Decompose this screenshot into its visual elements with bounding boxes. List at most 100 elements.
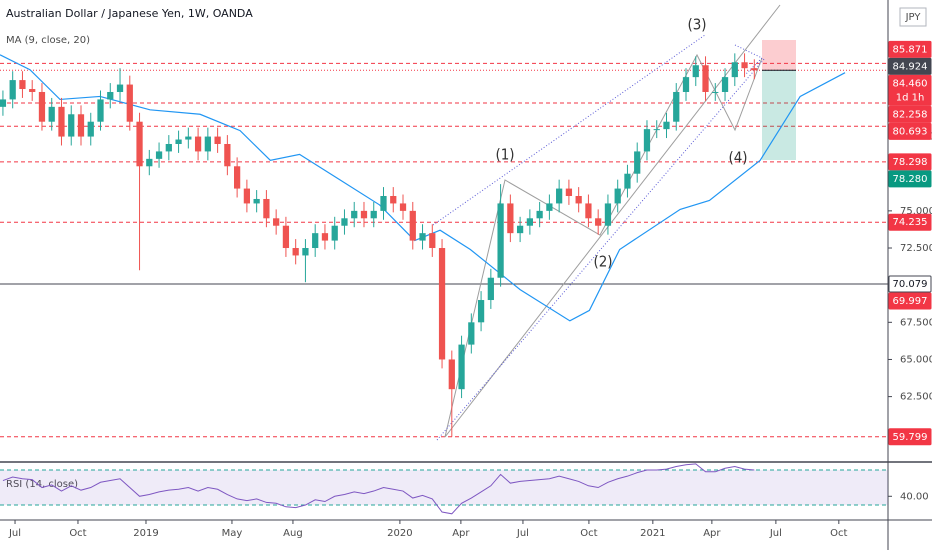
- candle-body: [731, 62, 738, 78]
- price-label: 59.799: [893, 432, 928, 443]
- candle-body: [9, 80, 16, 100]
- candle-body: [458, 344, 465, 390]
- price-label: 84.924: [893, 61, 928, 72]
- candle-body: [487, 277, 494, 301]
- price-label: 74.235: [893, 217, 928, 228]
- wedge: [734, 44, 763, 76]
- candle-body: [673, 91, 680, 122]
- candle-body: [321, 233, 329, 241]
- candle-body: [653, 129, 660, 131]
- candle-body: [214, 136, 221, 144]
- candle-body: [263, 198, 270, 219]
- candle-body: [273, 218, 280, 226]
- candle-body: [77, 114, 85, 137]
- candle-body: [107, 91, 114, 100]
- currency[interactable]: JPY: [905, 12, 922, 23]
- y-tick-label: 67.500: [900, 317, 932, 328]
- candle-body: [721, 77, 729, 92]
- y-tick-label: 72.500: [900, 243, 932, 254]
- price-label-box: [888, 170, 932, 188]
- candle-body: [497, 203, 504, 278]
- candle-body: [0, 99, 7, 107]
- candle-body: [380, 196, 387, 211]
- candle-body: [19, 80, 26, 90]
- rsi-band: [0, 470, 888, 506]
- candle-body: [253, 198, 260, 204]
- candle-body: [204, 136, 211, 152]
- candle-body: [292, 248, 299, 256]
- candle-body: [194, 136, 202, 152]
- wave-label: (4): [728, 149, 747, 167]
- candle-body: [370, 210, 377, 219]
- price-label: 82.258: [893, 109, 928, 120]
- candle-body: [97, 99, 104, 122]
- x-tick-label: 2021: [640, 528, 665, 539]
- rsi-line: [2, 463, 755, 515]
- candle-body: [712, 91, 719, 93]
- candle-body: [663, 121, 670, 130]
- candle-body: [48, 106, 55, 122]
- price-label: 78.280: [893, 174, 928, 185]
- price-label-box: [888, 275, 932, 293]
- x-tick-label: Oct: [830, 528, 847, 539]
- channel-upper: [432, 34, 706, 226]
- candle-body: [565, 188, 573, 197]
- candle-body: [614, 188, 621, 204]
- candle-body: [175, 139, 182, 144]
- trend-line: [444, 4, 781, 438]
- candle-body: [185, 136, 192, 140]
- x-tick-label: Jul: [516, 528, 529, 539]
- candle-body: [585, 203, 592, 219]
- y-tick-label: 65.000: [900, 354, 932, 365]
- candle-body: [624, 173, 631, 189]
- price-label-box: [888, 105, 932, 123]
- x-tick-label: Jul: [8, 528, 21, 539]
- rsi-legend: RSI (14, close): [6, 479, 78, 490]
- price-label-box: [888, 153, 932, 171]
- candle-body: [331, 225, 338, 241]
- wave-label: (3): [687, 16, 706, 34]
- candle-body: [682, 77, 690, 92]
- candle-body: [341, 218, 348, 226]
- x-tick-label: May: [222, 528, 243, 539]
- candle-body: [429, 233, 436, 249]
- currency-box[interactable]: [899, 7, 927, 27]
- price-label: 85.871: [893, 44, 928, 55]
- candle-body: [87, 121, 94, 137]
- candle-body: [312, 233, 319, 249]
- candle-body: [351, 210, 358, 219]
- candle-body: [165, 143, 172, 152]
- candle-body: [595, 218, 602, 226]
- candle-body: [409, 210, 416, 241]
- underlay: [0, 40, 888, 438]
- candle-body: [146, 158, 153, 167]
- candle-body: [399, 203, 407, 211]
- candle-body: [536, 210, 543, 219]
- candle-body: [604, 203, 612, 226]
- candle-body: [234, 166, 241, 189]
- candle-body: [58, 106, 65, 137]
- candle-body: [546, 203, 553, 211]
- x-tick-label: Oct: [69, 528, 86, 539]
- candle-body: [448, 359, 455, 390]
- x-tick-label: Apr: [703, 528, 721, 539]
- position-profit-zone: [762, 70, 796, 160]
- candle-body: [224, 143, 231, 167]
- channel-lower: [436, 57, 766, 441]
- ma-legend: MA (9, close, 20): [6, 35, 90, 46]
- wave-label: (2): [593, 253, 612, 271]
- candle-body: [477, 300, 485, 323]
- price-label: 80.693: [893, 126, 928, 137]
- x-tick-label: Oct: [580, 528, 597, 539]
- candle-body: [741, 62, 748, 69]
- price-label-box: [888, 122, 932, 140]
- candle-body: [575, 196, 582, 204]
- candle-body: [702, 65, 709, 92]
- candle-body: [526, 218, 533, 226]
- candle-body: [68, 114, 75, 137]
- candle-body: [507, 203, 514, 234]
- rsi-tick-label: 40.00: [900, 491, 929, 502]
- chart-title: Australian Dollar / Japanese Yen, 1W, OA…: [6, 7, 253, 20]
- x-tick-label: Jul: [769, 528, 782, 539]
